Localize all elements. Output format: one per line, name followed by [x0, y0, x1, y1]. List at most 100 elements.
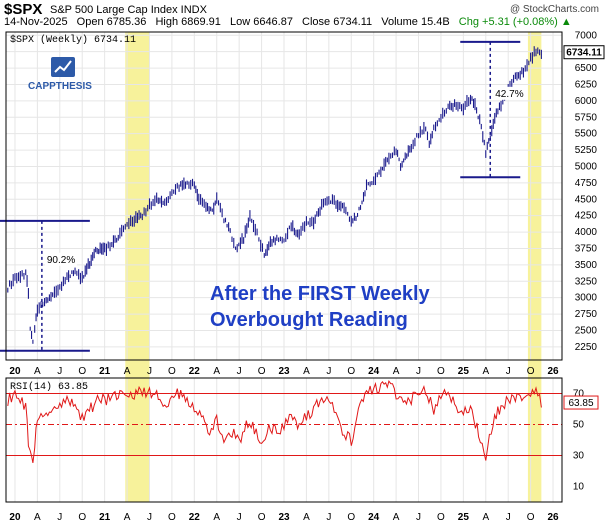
measurement-overlays: 90.2% 42.7%	[0, 40, 526, 352]
x-tick-label: A	[303, 366, 310, 377]
x-tick-label: O	[168, 366, 176, 377]
x-tick-label-bottom: 21	[99, 512, 111, 523]
x-tick-label: 26	[547, 366, 559, 377]
x-tick-label: O	[258, 366, 266, 377]
price-last-value: 6734.11	[566, 48, 602, 59]
quote-row: 14-Nov-2025 Open 6785.36 High 6869.91 Lo…	[4, 16, 578, 28]
x-tick-label-bottom: O	[527, 512, 535, 523]
quote-change: Chg +5.31 (+0.08%) ▲	[458, 16, 572, 28]
x-tick-label-bottom: 26	[547, 512, 559, 523]
stockcharts-credit: @ StockCharts.com	[509, 4, 599, 15]
annotation-line-1: After the FIRST Weekly	[210, 283, 431, 305]
price-y-tick-label: 5500	[575, 129, 598, 140]
price-y-tick-label: 7000	[575, 30, 598, 41]
price-y-tick-label: 2500	[575, 325, 598, 336]
rsi-series	[7, 379, 542, 463]
x-tick-label: J	[147, 366, 152, 377]
price-y-tick-label: 2750	[575, 309, 598, 320]
quote-volume: Volume 15.4B	[381, 16, 450, 28]
logo-text: CAPPTHESIS	[28, 81, 92, 92]
highlight-band-1	[527, 32, 542, 502]
x-tick-label-bottom: O	[78, 512, 86, 523]
quote-close: Close 6734.11	[302, 16, 373, 28]
rsi-y-tick-label: 70	[573, 389, 585, 400]
measure-label-0: 90.2%	[47, 255, 75, 266]
x-tick-label-bottom: O	[258, 512, 266, 523]
price-y-tick-label: 4750	[575, 178, 598, 189]
x-tick-label: J	[506, 366, 511, 377]
logo-chart-icon	[54, 60, 72, 73]
x-tick-label: J	[416, 366, 421, 377]
quote-date: 14-Nov-2025	[4, 16, 68, 28]
price-legend: $SPX (Weekly) 6734.11	[10, 34, 136, 46]
x-tick-label-bottom: A	[393, 512, 400, 523]
x-tick-label-bottom: J	[237, 512, 242, 523]
x-tick-label-bottom: J	[147, 512, 152, 523]
rsi-legend: RSI(14) 63.85	[10, 381, 88, 393]
x-tick-label: 25	[458, 366, 470, 377]
price-y-tick-label: 5250	[575, 145, 598, 156]
x-tick-label: 24	[368, 366, 380, 377]
x-tick-label-bottom: J	[326, 512, 331, 523]
x-tick-label-bottom: J	[506, 512, 511, 523]
price-y-tick-label: 4500	[575, 194, 598, 205]
x-tick-label-bottom: J	[57, 512, 62, 523]
quote-open: Open 6785.36	[76, 16, 147, 28]
annotation-line-2: Overbought Reading	[210, 309, 408, 331]
price-y-tick-label: 6500	[575, 63, 598, 74]
price-y-tick-label: 5000	[575, 161, 598, 172]
rsi-y-tick-label: 30	[573, 451, 585, 462]
price-y-tick-label: 3250	[575, 276, 598, 287]
x-tick-label: 20	[9, 366, 21, 377]
x-tick-label: J	[326, 366, 331, 377]
x-tick-label-bottom: O	[347, 512, 355, 523]
ticker-symbol: $SPX	[4, 1, 43, 18]
highlight-band-0	[125, 32, 150, 502]
rsi-level-lines	[6, 393, 562, 456]
x-tick-label-bottom: 22	[189, 512, 201, 523]
x-tick-label: J	[57, 366, 62, 377]
price-series	[7, 46, 542, 344]
price-panel-frame	[5, 31, 563, 361]
rsi-y-tick-label: 50	[573, 420, 585, 431]
highlight-bands	[125, 32, 542, 502]
legends: $SPX (Weekly) 6734.11 RSI(14) 63.85	[10, 34, 136, 393]
measure-label-1: 42.7%	[495, 89, 523, 100]
x-tick-label: A	[124, 366, 131, 377]
rsi-y-tick-label: 10	[573, 482, 585, 493]
x-tick-label: 21	[99, 366, 111, 377]
quote-low: Low 6646.87	[229, 16, 293, 28]
price-y-tick-label: 3500	[575, 260, 598, 271]
x-tick-label: 22	[189, 366, 201, 377]
x-tick-label-bottom: A	[34, 512, 41, 523]
logo-mark	[51, 57, 75, 77]
price-y-tick-label: 3750	[575, 243, 598, 254]
x-tick-label-bottom: 23	[278, 512, 290, 523]
x-tick-label-bottom: 24	[368, 512, 380, 523]
price-y-tick-label: 6000	[575, 96, 598, 107]
x-tick-label: A	[393, 366, 400, 377]
x-tick-label-bottom: J	[416, 512, 421, 523]
price-y-tick-label: 5750	[575, 112, 598, 123]
price-y-tick-label: 4250	[575, 211, 598, 222]
rsi-last-value: 63.85	[568, 398, 593, 409]
x-tick-label-bottom: A	[303, 512, 310, 523]
rsi-line	[7, 379, 542, 463]
price-y-tick-label: 4000	[575, 227, 598, 238]
x-tick-label: O	[347, 366, 355, 377]
ticker-name: S&P 500 Large Cap Index INDX	[50, 4, 207, 16]
price-y-tick-label: 2250	[575, 342, 598, 353]
x-tick-label-bottom: 25	[458, 512, 470, 523]
measure-label-bg-0	[44, 252, 77, 266]
x-tick-label: A	[482, 366, 489, 377]
grid-lines	[6, 32, 562, 502]
measure-label-bg-1	[493, 86, 526, 100]
x-tick-label: A	[34, 366, 41, 377]
x-tick-label-bottom: O	[437, 512, 445, 523]
cappthesis-logo: CAPPTHESIS	[28, 57, 92, 92]
annotation-text: After the FIRST Weekly Overbought Readin…	[210, 283, 431, 331]
price-y-tick-label: 6250	[575, 79, 598, 90]
x-tick-label: 23	[278, 366, 290, 377]
x-tick-label-bottom: O	[168, 512, 176, 523]
